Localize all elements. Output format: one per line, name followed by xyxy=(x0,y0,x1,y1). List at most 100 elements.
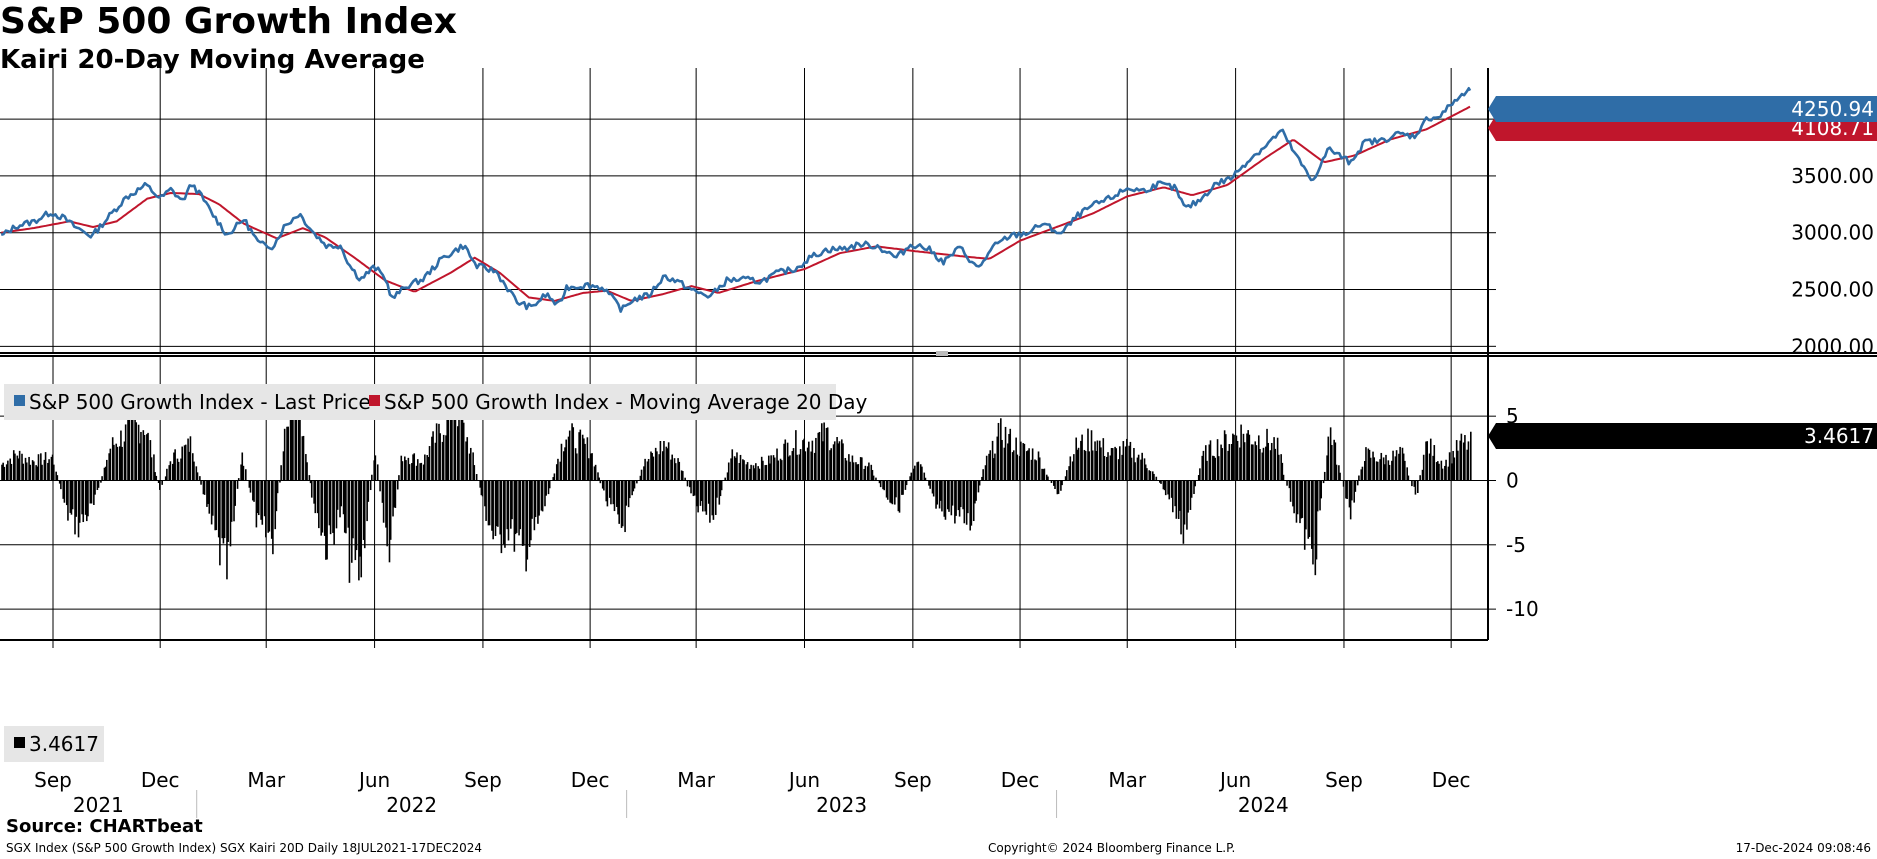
kairi-bar xyxy=(889,480,891,503)
kairi-bar xyxy=(233,480,235,522)
panel-splitter-handle[interactable] xyxy=(936,351,948,356)
kairi-bar xyxy=(295,400,298,481)
kairi-bar xyxy=(1071,461,1074,481)
kairi-bar xyxy=(249,480,252,493)
kairi-bar xyxy=(174,449,176,481)
kairi-bar xyxy=(1190,480,1193,498)
kairi-bar xyxy=(544,480,546,507)
kairi-bar xyxy=(416,459,419,481)
kairi-bar xyxy=(838,441,841,481)
kairi-bar xyxy=(795,430,797,481)
kairi-bar xyxy=(130,414,133,481)
kairi-bar xyxy=(1045,474,1048,481)
kairi-bar xyxy=(914,465,916,481)
kairi-bar xyxy=(965,480,968,525)
kairi-bar xyxy=(1416,480,1419,493)
kairi-bar xyxy=(1115,448,1118,481)
x-month-label: Sep xyxy=(1325,768,1363,792)
kairi-bar xyxy=(1322,480,1325,484)
kairi-bar xyxy=(882,480,884,490)
kairi-bar xyxy=(777,460,780,481)
kairi-bar xyxy=(22,463,24,481)
kairi-bar xyxy=(716,480,718,498)
kairi-bar xyxy=(441,441,444,481)
kairi-bar xyxy=(1445,459,1447,481)
kairi-bar xyxy=(690,480,692,494)
kairi-bar xyxy=(947,480,949,510)
kairi-bar xyxy=(883,480,886,491)
kairi-bar xyxy=(1252,444,1254,481)
kairi-bar xyxy=(969,480,971,531)
kairi-bar xyxy=(109,448,112,481)
kairi-bar xyxy=(1111,448,1114,481)
kairi-bar xyxy=(994,453,996,481)
kairi-bar xyxy=(686,480,689,487)
kairi-bar xyxy=(770,455,772,481)
kairi-bar xyxy=(1230,443,1233,481)
x-month-label: Mar xyxy=(247,768,286,792)
kairi-bar xyxy=(1406,467,1408,481)
kairi-bar xyxy=(222,480,225,544)
kairi-bar xyxy=(606,480,609,507)
kairi-bar xyxy=(127,419,129,481)
kairi-bar xyxy=(373,460,375,481)
kairi-bar xyxy=(137,424,140,481)
kairi-bar xyxy=(276,480,279,494)
kairi-bar xyxy=(335,480,338,529)
kairi-bar xyxy=(1186,480,1188,530)
kairi-bar xyxy=(923,472,926,481)
kairi-bar xyxy=(479,480,481,488)
kairi-bar xyxy=(1262,447,1265,481)
kairi-bar xyxy=(997,422,1000,481)
kairi-bar xyxy=(537,480,539,524)
kairi-bar xyxy=(1087,428,1089,481)
kairi-bar xyxy=(1023,443,1026,481)
kairi-bar xyxy=(352,480,354,539)
kairi-bar xyxy=(678,461,681,481)
kairi-bar xyxy=(1136,457,1139,481)
kairi-bar xyxy=(693,480,696,496)
kairi-bar xyxy=(565,439,567,481)
kairi-bar xyxy=(507,480,510,541)
kairi-bar xyxy=(1212,455,1214,481)
kairi-bar xyxy=(28,456,30,481)
kairi-bar xyxy=(1091,450,1094,481)
kairi-bar xyxy=(302,435,305,481)
kairi-bar xyxy=(1411,480,1413,487)
kairi-bar xyxy=(1267,442,1270,481)
kairi-bar xyxy=(50,456,53,481)
kairi-bar xyxy=(21,453,23,481)
kairi-bar xyxy=(555,464,558,481)
kairi-bar xyxy=(1333,439,1335,481)
top-y-tick-label: 2500.00 xyxy=(1791,278,1874,302)
kairi-bar xyxy=(901,480,903,495)
kairi-bar xyxy=(584,443,586,481)
kairi-bar xyxy=(1153,473,1155,481)
kairi-bar xyxy=(1009,428,1012,481)
kairi-bar xyxy=(426,455,428,481)
kairi-bar xyxy=(1467,441,1470,481)
kairi-bar xyxy=(1189,480,1192,510)
kairi-bar xyxy=(460,415,463,481)
kairi-bar xyxy=(274,480,277,530)
kairi-bar xyxy=(252,480,254,501)
kairi-bar xyxy=(1034,459,1036,481)
kairi-bar xyxy=(413,453,416,481)
kairi-bar xyxy=(155,475,158,481)
kairi-bar xyxy=(647,458,650,481)
kairi-bar xyxy=(371,474,373,481)
kairi-bar xyxy=(620,480,623,528)
kairi-bar xyxy=(1065,470,1068,481)
kairi-bar xyxy=(608,480,611,498)
kairi-bar xyxy=(921,466,923,481)
kairi-bar xyxy=(796,454,798,481)
x-month-label: Jun xyxy=(357,768,390,792)
kairi-bar xyxy=(446,408,449,481)
kairi-bar xyxy=(870,464,873,481)
kairi-bar xyxy=(150,457,153,481)
kairi-bar xyxy=(803,438,805,481)
kairi-bar xyxy=(709,480,711,523)
kairi-bar xyxy=(236,480,239,489)
kairi-bar xyxy=(10,463,13,481)
kairi-bar xyxy=(168,465,171,481)
